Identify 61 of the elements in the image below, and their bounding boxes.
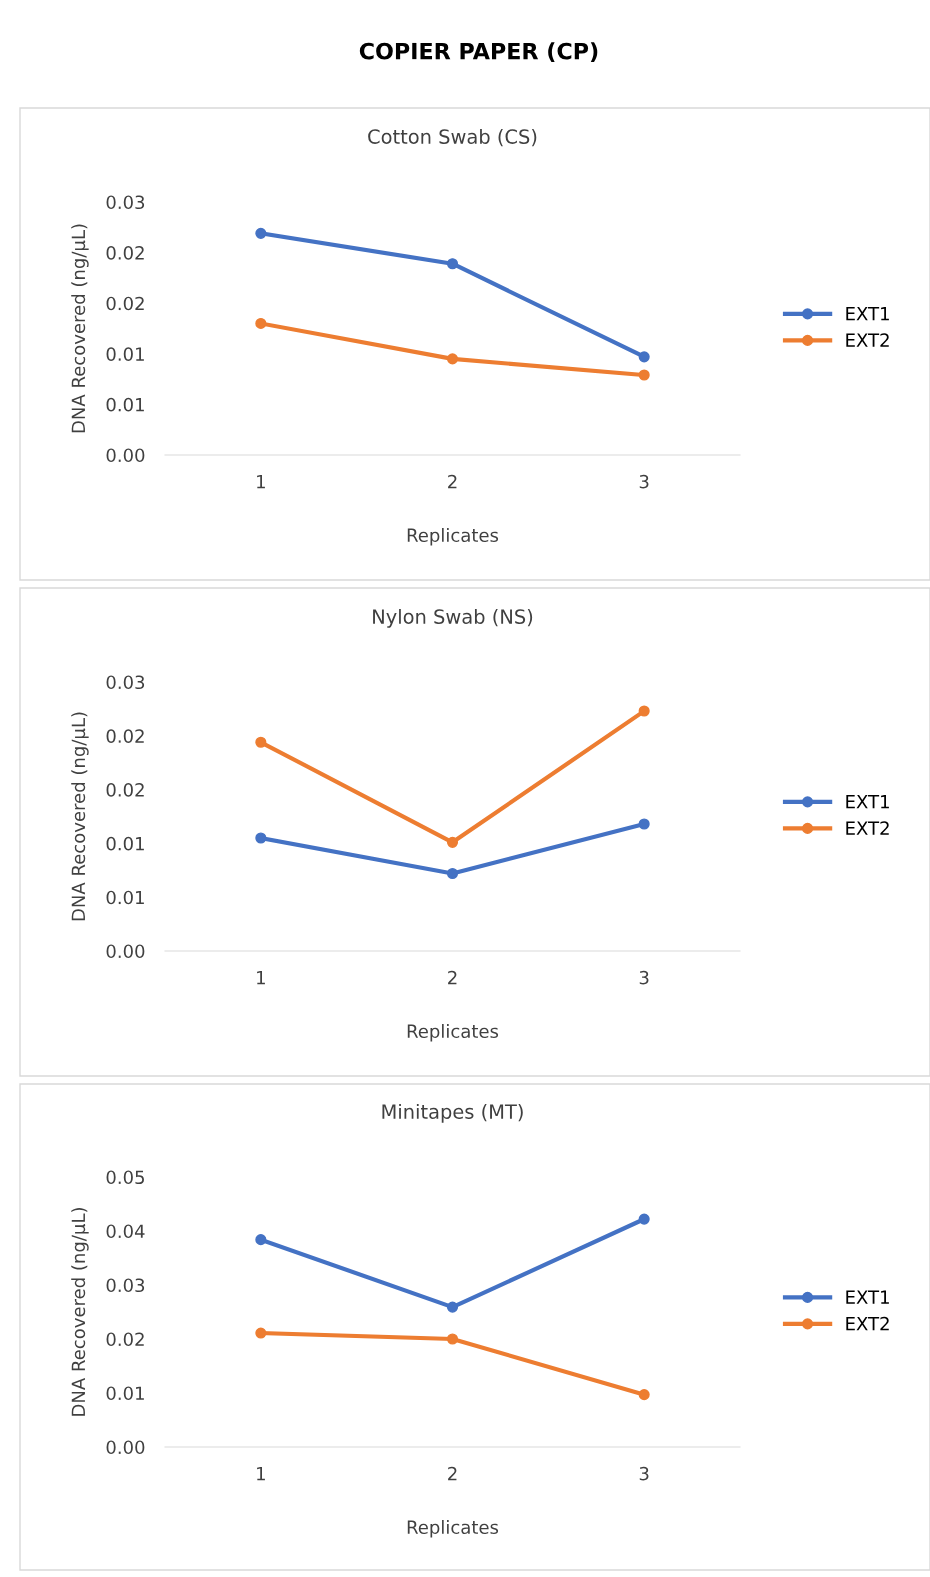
x-tick-label: 3 (639, 1466, 649, 1481)
x-tick-label: 2 (448, 1466, 457, 1481)
y-tick-label: 0.00 (106, 1440, 145, 1455)
point (255, 317, 267, 329)
chart-title: COPIER PAPER (CP) (359, 42, 598, 63)
point (255, 832, 267, 844)
x-axis-title: Replicates (407, 1520, 499, 1538)
y-tick-label: 0.02 (106, 246, 144, 260)
legend-label: EXT1 (846, 795, 889, 809)
x-tick-label: 3 (639, 970, 649, 985)
x-tick-label: 2 (448, 474, 457, 489)
y-axis-title: DNA Recovered (ng/µL) (71, 224, 89, 433)
point (446, 353, 459, 365)
legend-label: EXT2 (846, 1316, 889, 1331)
point (255, 1327, 267, 1339)
x-tick-label: 3 (639, 474, 649, 489)
x-tick-label: 1 (257, 475, 265, 489)
y-tick-label: 0.01 (106, 836, 144, 851)
legend-label: EXT2 (846, 333, 889, 347)
y-tick-label: 0.00 (106, 448, 145, 463)
point (638, 1213, 650, 1225)
point (446, 836, 459, 848)
point (446, 1333, 459, 1345)
y-tick-label: 0.03 (106, 1278, 145, 1293)
point (446, 867, 459, 880)
y-axis-title: DNA Recovered (ng/µL) (71, 712, 89, 921)
y-tick-label: 0.04 (106, 1224, 145, 1239)
y-tick-label: 0.03 (106, 195, 145, 210)
point (638, 818, 650, 830)
y-tick-label: 0.01 (106, 397, 144, 412)
y-tick-label: 0.01 (106, 1386, 144, 1401)
y-tick-label: 0.01 (106, 890, 144, 905)
chart-title: Nylon Swab (NS) (373, 608, 533, 628)
y-tick-label: 0.03 (106, 675, 145, 690)
point (446, 258, 459, 270)
x-axis-title: Replicates (407, 1024, 499, 1042)
y-tick-label: 0.02 (106, 296, 144, 311)
x-tick-label: 1 (257, 971, 265, 985)
chart-title: Minitapes (MT) (382, 1103, 523, 1123)
y-tick-label: 0.00 (106, 944, 145, 959)
y-tick-label: 0.05 (106, 1170, 144, 1185)
x-axis-title: Replicates (407, 528, 499, 546)
point (255, 227, 267, 239)
point (255, 736, 267, 748)
point (255, 1234, 267, 1246)
x-tick-label: 1 (257, 1467, 265, 1481)
point (446, 1301, 459, 1313)
chart-subtitle: Cotton Swab (CS) (368, 128, 537, 147)
legend-label: EXT1 (846, 1290, 889, 1304)
legend-label: EXT1 (846, 307, 889, 321)
point (638, 1389, 650, 1401)
point (638, 705, 650, 717)
y-axis-title: DNA Recovered (ng/µL) (71, 1208, 89, 1416)
y-tick-label: 0.02 (106, 783, 144, 797)
x-tick-label: 2 (448, 970, 457, 985)
point (638, 351, 650, 363)
y-tick-label: 0.02 (106, 1332, 144, 1347)
legend-label: EXT2 (846, 821, 889, 835)
y-tick-label: 0.02 (106, 729, 144, 743)
point (638, 369, 650, 381)
y-tick-label: 0.01 (106, 347, 144, 361)
